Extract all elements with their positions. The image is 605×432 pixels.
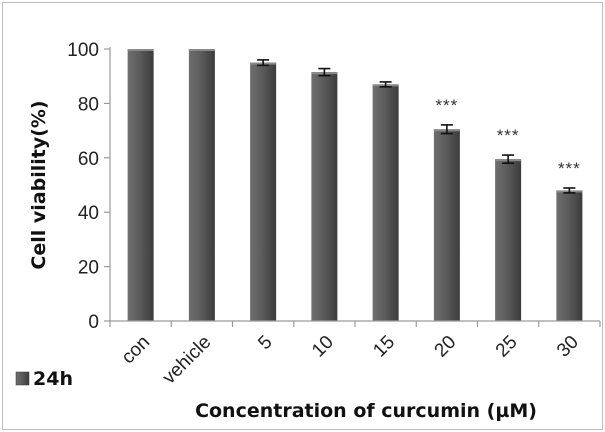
x-tick-label: 5 bbox=[254, 332, 276, 354]
bar-top-cap bbox=[127, 49, 154, 51]
x-axis-title: Concentration of curcumin (µM) bbox=[195, 400, 537, 422]
bar bbox=[372, 84, 399, 321]
y-tick-label: 0 bbox=[88, 312, 99, 333]
bar bbox=[311, 72, 338, 322]
bar bbox=[127, 49, 154, 321]
x-tick-label: 20 bbox=[431, 332, 461, 362]
y-axis-title: Cell viability(%) bbox=[28, 100, 50, 269]
significance-label: *** bbox=[497, 126, 520, 145]
y-tick-label: 60 bbox=[78, 149, 99, 170]
y-tick-label: 40 bbox=[78, 203, 99, 224]
significance-label: *** bbox=[435, 96, 458, 115]
bar bbox=[188, 49, 215, 321]
x-tick-label: 30 bbox=[553, 332, 583, 362]
bar bbox=[556, 190, 583, 321]
x-axis: con vehicle 5 10 15 20 25 30 bbox=[109, 320, 601, 389]
legend: 24h bbox=[15, 368, 73, 390]
x-tick-label: 15 bbox=[369, 332, 399, 362]
significance-label: *** bbox=[558, 159, 581, 178]
x-tick-label: 25 bbox=[492, 332, 522, 362]
bar bbox=[495, 159, 522, 321]
x-tick-label: con bbox=[118, 332, 155, 369]
y-tick-label: 80 bbox=[78, 94, 99, 115]
legend-label: 24h bbox=[33, 368, 73, 390]
legend-swatch bbox=[15, 371, 30, 386]
bar bbox=[433, 129, 460, 321]
y-tick-label: 20 bbox=[78, 258, 99, 279]
bars-group: *** *** *** bbox=[127, 49, 583, 322]
y-axis: 0 20 40 60 80 100 bbox=[67, 40, 111, 333]
x-tick-label: 10 bbox=[308, 332, 338, 362]
y-tick-label: 100 bbox=[67, 40, 99, 61]
bar-top-cap bbox=[188, 49, 215, 51]
bar bbox=[250, 62, 277, 321]
x-tick-label: vehicle bbox=[159, 332, 216, 389]
